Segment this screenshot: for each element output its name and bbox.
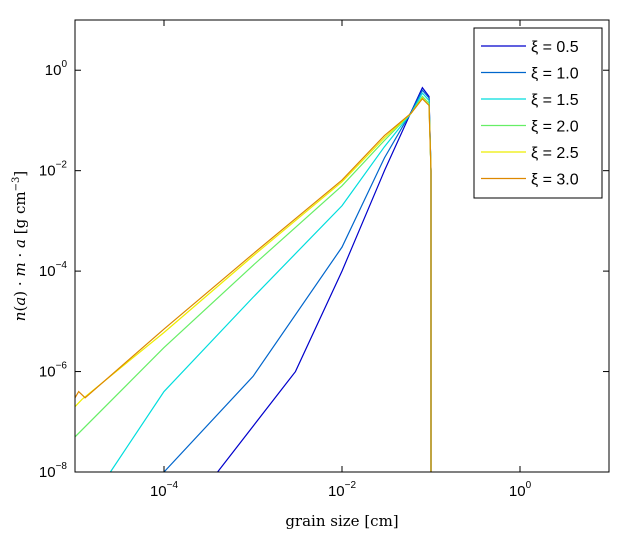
- legend-label: ξ = 0.5: [531, 39, 579, 56]
- series-line-6: [75, 97, 432, 472]
- y-axis-label: n(a) · m · a [g cm−3]: [11, 171, 29, 321]
- svg-text:n(a) · m · a [g cm−3]: n(a) · m · a [g cm−3]: [11, 171, 29, 321]
- x-tick-label: 100: [509, 480, 532, 500]
- y-tick-label: 10−2: [39, 160, 68, 180]
- legend-label: ξ = 2.5: [531, 145, 579, 162]
- legend-label: ξ = 1.5: [531, 92, 579, 109]
- y-tick-label: 10−4: [39, 260, 68, 280]
- series-group: [75, 86, 432, 472]
- y-tick-label: 100: [45, 59, 68, 79]
- x-tick-label: 10−2: [328, 480, 357, 500]
- legend-label: ξ = 2.0: [531, 119, 579, 136]
- legend: ξ = 0.5 ξ = 1.0 ξ = 1.5 ξ = 2.0 ξ = 2.5 ξ = 3…: [473, 27, 603, 199]
- x-axis-label: grain size [cm]: [285, 512, 398, 530]
- x-tick-label: 10−4: [150, 480, 179, 500]
- legend-box: [473, 27, 603, 199]
- ticks-group: 10−4 10−2 100 10−8 10−6 10−4 10−2 100: [39, 20, 609, 500]
- y-tick-label: 10−6: [39, 361, 68, 381]
- legend-label: ξ = 1.0: [531, 66, 579, 83]
- y-tick-label: 10−8: [39, 461, 68, 481]
- legend-label: ξ = 3.0: [531, 172, 579, 189]
